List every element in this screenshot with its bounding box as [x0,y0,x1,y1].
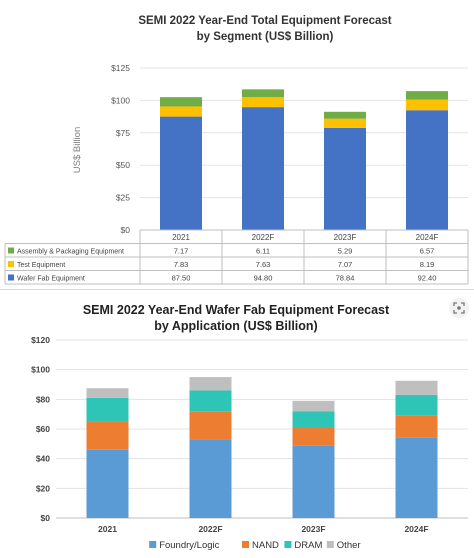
application-forecast-chart: SEMI 2022 Year-End Wafer Fab Equipment F… [31,303,468,551]
chart-divider [0,289,474,290]
x-tick-label: 2024F [404,524,428,534]
y-tick-label: $125 [111,63,130,73]
x-tick-label: 2021 [98,524,117,534]
legend-label-nand: NAND [252,540,279,551]
legend-swatch-nand [242,541,249,548]
legend-label-assembly-packaging-equipment: Assembly & Packaging Equipment [17,249,124,256]
x-tick-label: 2022F [198,524,222,534]
x-tick-label: 2023F [334,233,357,242]
y-tick-label: $80 [36,394,50,404]
y-tick-label: $120 [31,335,50,345]
x-tick-label: 2022F [252,233,275,242]
bar-wafer-fab-equipment-2022f [242,107,284,230]
data-label: 6.11 [256,247,270,256]
y-tick-label: $0 [121,225,131,235]
x-tick-label: 2024F [416,233,439,242]
data-label: 94.80 [254,274,273,283]
bar-dram-2021 [86,397,129,422]
y-tick-label: $40 [36,454,50,464]
legend-label-wafer-fab-equipment: Wafer Fab Equipment [17,276,85,283]
visual-search-icon[interactable] [449,298,469,318]
data-label: 78.84 [336,274,355,283]
bar-nand-2023f [292,427,335,446]
y-tick-label: $100 [111,95,130,105]
data-label: 7.07 [338,260,353,269]
legend-label-test-equipment: Test Equipment [17,262,65,269]
chart1-subtitle: by Segment (US$ Billion) [197,31,334,43]
bar-dram-2022f [189,390,232,412]
bar-nand-2021 [86,421,129,450]
bar-foundry-logic-2023f [292,445,335,518]
data-label: 7.63 [256,260,271,269]
bar-test-equipment-2022f [242,97,284,108]
data-label: 87.50 [172,274,191,283]
chart1-title: SEMI 2022 Year-End Total Equipment Forec… [138,15,391,27]
data-label: 5.29 [338,247,353,256]
y-tick-label: $0 [41,513,51,523]
data-label: 92.40 [418,274,437,283]
legend-swatch-assembly-packaging-equipment [8,247,14,254]
bar-wafer-fab-equipment-2024f [406,110,448,230]
y-tick-label: $60 [36,424,50,434]
bar-dram-2024f [395,394,438,416]
x-tick-label: 2023F [301,524,325,534]
y-tick-label: $75 [116,128,130,138]
bar-dram-2023f [292,411,335,428]
y-tick-label: $25 [116,193,130,203]
data-label: 6.57 [420,247,435,256]
chart1-y-axis-label: US$ Billion [72,127,83,173]
data-label: 8.19 [420,260,435,269]
y-tick-label: $20 [36,483,50,493]
legend-swatch-other [326,541,334,548]
legend-swatch-dram [284,541,292,548]
bar-other-2023f [292,400,335,412]
y-tick-label: $50 [116,160,130,170]
bar-test-equipment-2024f [406,99,448,111]
bar-other-2021 [86,388,129,398]
bar-assembly-packaging-equipment-2022f [242,89,284,98]
bar-other-2024f [395,380,438,395]
bar-foundry-logic-2024f [395,437,438,518]
bar-foundry-logic-2021 [86,449,129,518]
bar-wafer-fab-equipment-2021 [160,116,202,230]
data-label: 7.83 [174,260,189,269]
legend-label-other: Other [337,540,361,551]
bar-assembly-packaging-equipment-2024f [406,91,448,100]
y-tick-label: $100 [31,365,50,375]
bar-test-equipment-2023f [324,118,366,128]
legend-swatch-foundry-logic [149,541,157,548]
bar-assembly-packaging-equipment-2021 [160,97,202,107]
bar-wafer-fab-equipment-2023f [324,127,366,230]
x-tick-label: 2021 [172,233,190,242]
legend-label-foundry-logic: Foundry/Logic [159,540,219,551]
data-label: 7.17 [174,247,189,256]
bar-foundry-logic-2022f [189,439,232,518]
bar-test-equipment-2021 [160,106,202,117]
chart2-subtitle: by Application (US$ Billion) [154,319,317,333]
segment-forecast-chart: SEMI 2022 Year-End Total Equipment Forec… [4,15,469,285]
legend-swatch-test-equipment [8,261,14,267]
bar-nand-2024f [395,415,438,438]
chart2-title: SEMI 2022 Year-End Wafer Fab Equipment F… [83,303,390,317]
bar-nand-2022f [189,411,232,440]
legend-swatch-wafer-fab-equipment [8,274,14,281]
bar-assembly-packaging-equipment-2023f [324,111,366,119]
legend-label-dram: DRAM [294,540,322,551]
bar-other-2022f [189,377,232,391]
